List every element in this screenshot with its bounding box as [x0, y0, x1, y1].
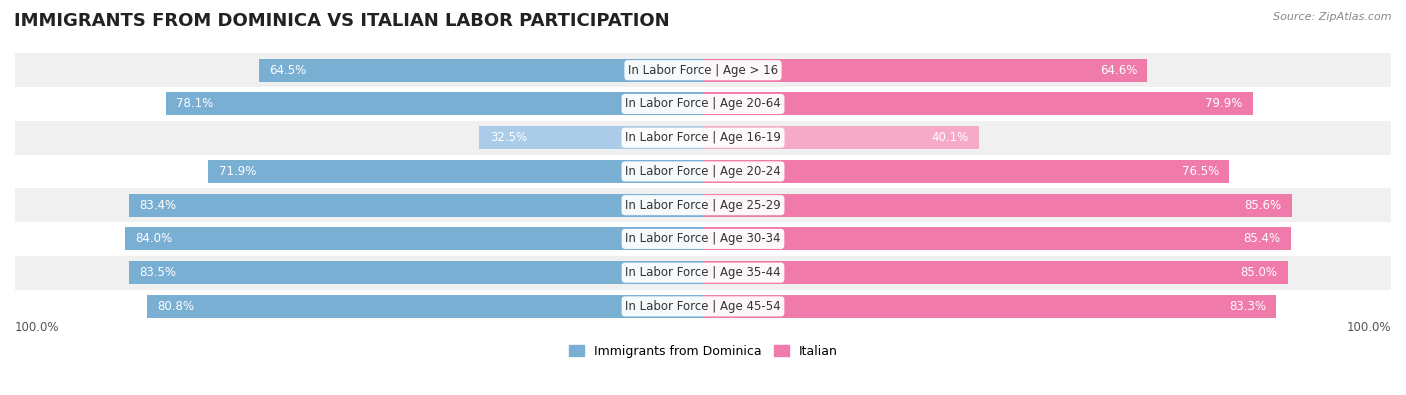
- Text: In Labor Force | Age 45-54: In Labor Force | Age 45-54: [626, 300, 780, 313]
- Text: Source: ZipAtlas.com: Source: ZipAtlas.com: [1274, 12, 1392, 22]
- Text: 85.6%: 85.6%: [1244, 199, 1282, 212]
- Text: In Labor Force | Age 35-44: In Labor Force | Age 35-44: [626, 266, 780, 279]
- Bar: [125, 228, 703, 250]
- Bar: [703, 160, 1229, 183]
- Text: 84.0%: 84.0%: [135, 232, 173, 245]
- Text: In Labor Force | Age 20-24: In Labor Force | Age 20-24: [626, 165, 780, 178]
- Bar: [703, 59, 1147, 82]
- Text: In Labor Force | Age 16-19: In Labor Force | Age 16-19: [626, 131, 780, 144]
- Bar: [208, 160, 703, 183]
- Bar: [148, 295, 703, 318]
- Text: 64.6%: 64.6%: [1099, 64, 1137, 77]
- Text: 83.3%: 83.3%: [1229, 300, 1265, 313]
- Text: 71.9%: 71.9%: [219, 165, 256, 178]
- Bar: [703, 228, 1291, 250]
- Bar: [703, 261, 1288, 284]
- Text: 40.1%: 40.1%: [931, 131, 969, 144]
- Text: In Labor Force | Age 20-64: In Labor Force | Age 20-64: [626, 98, 780, 111]
- Bar: [15, 87, 1391, 121]
- Bar: [15, 188, 1391, 222]
- Bar: [15, 222, 1391, 256]
- Text: 32.5%: 32.5%: [489, 131, 527, 144]
- Bar: [703, 92, 1253, 115]
- Text: 100.0%: 100.0%: [1347, 321, 1391, 334]
- Text: In Labor Force | Age 30-34: In Labor Force | Age 30-34: [626, 232, 780, 245]
- Bar: [129, 194, 703, 216]
- Text: 85.4%: 85.4%: [1243, 232, 1281, 245]
- Text: 85.0%: 85.0%: [1240, 266, 1278, 279]
- Text: In Labor Force | Age > 16: In Labor Force | Age > 16: [628, 64, 778, 77]
- Text: 64.5%: 64.5%: [270, 64, 307, 77]
- Text: 76.5%: 76.5%: [1182, 165, 1219, 178]
- Text: 83.5%: 83.5%: [139, 266, 176, 279]
- Bar: [479, 126, 703, 149]
- Bar: [128, 261, 703, 284]
- Bar: [703, 194, 1292, 216]
- Text: 80.8%: 80.8%: [157, 300, 194, 313]
- Bar: [703, 126, 979, 149]
- Bar: [15, 290, 1391, 323]
- Bar: [15, 53, 1391, 87]
- Bar: [15, 121, 1391, 154]
- Bar: [259, 59, 703, 82]
- Text: 78.1%: 78.1%: [176, 98, 214, 111]
- Bar: [15, 154, 1391, 188]
- Text: 83.4%: 83.4%: [139, 199, 177, 212]
- Text: In Labor Force | Age 25-29: In Labor Force | Age 25-29: [626, 199, 780, 212]
- Bar: [15, 256, 1391, 290]
- Text: 100.0%: 100.0%: [15, 321, 59, 334]
- Text: IMMIGRANTS FROM DOMINICA VS ITALIAN LABOR PARTICIPATION: IMMIGRANTS FROM DOMINICA VS ITALIAN LABO…: [14, 12, 669, 30]
- Bar: [703, 295, 1277, 318]
- Text: 79.9%: 79.9%: [1205, 98, 1243, 111]
- Bar: [166, 92, 703, 115]
- Legend: Immigrants from Dominica, Italian: Immigrants from Dominica, Italian: [568, 345, 838, 358]
